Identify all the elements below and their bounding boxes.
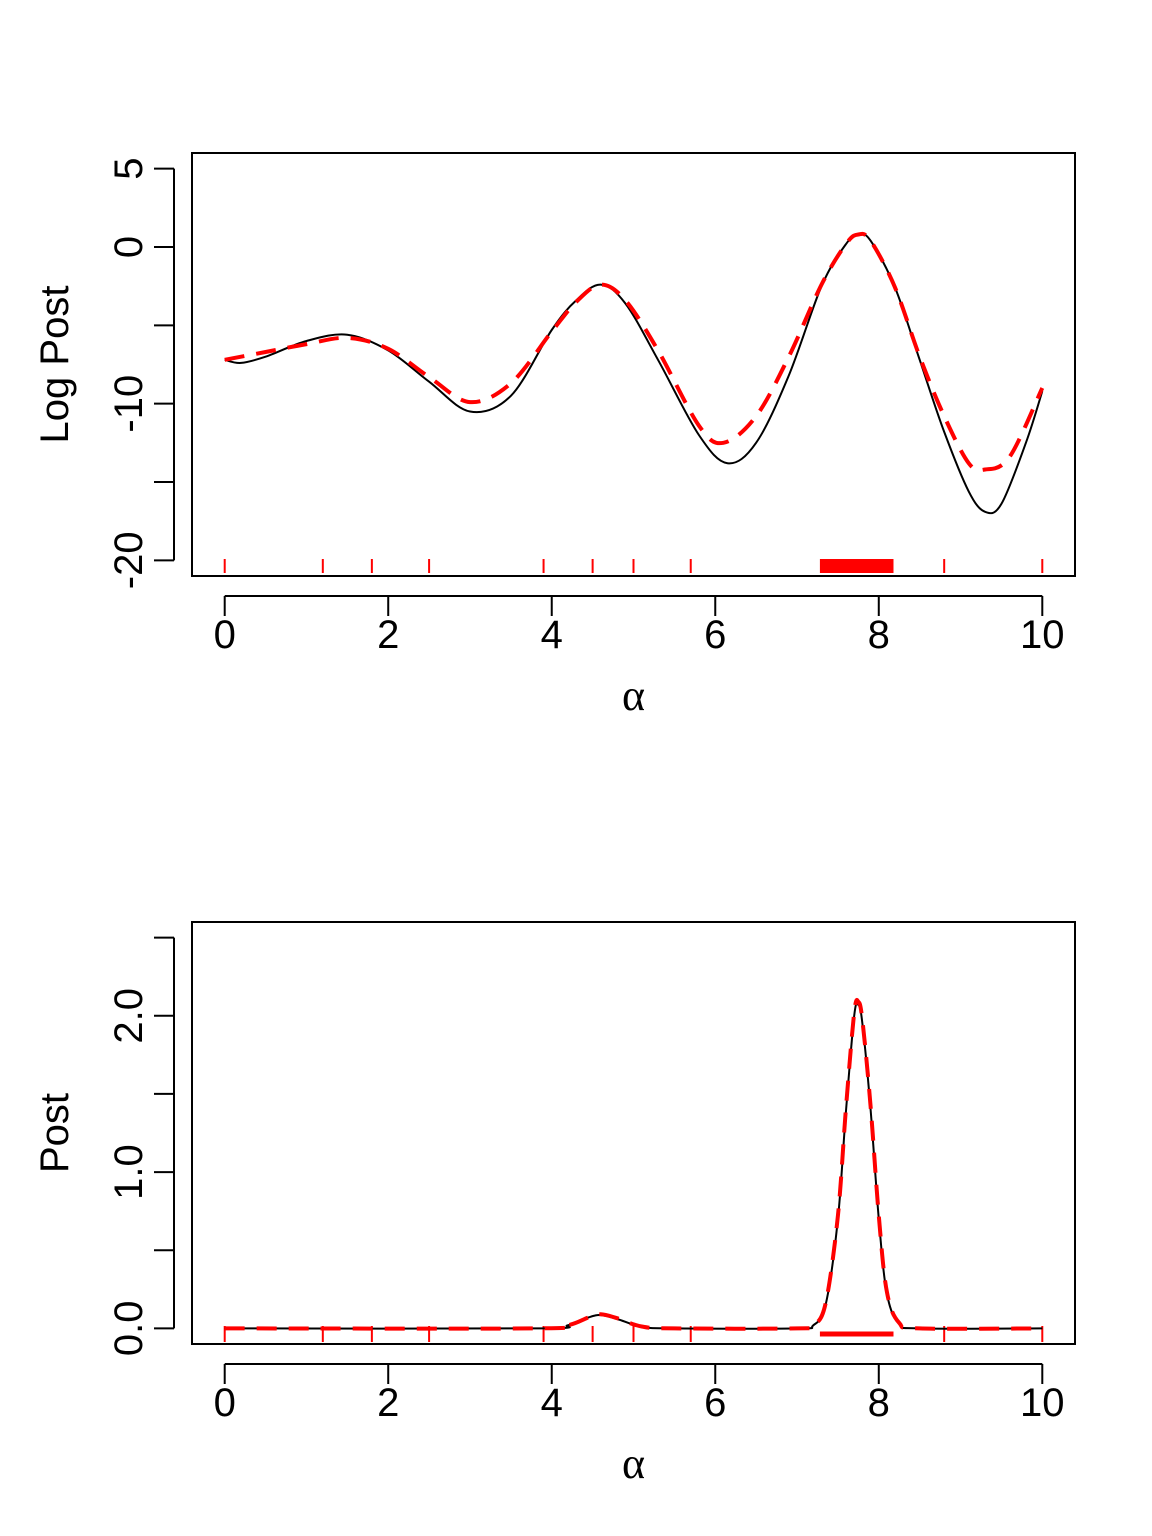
x-tick-label: 0: [214, 1381, 236, 1425]
x-tick-label: 8: [868, 613, 890, 657]
x-tick-label: 6: [704, 613, 726, 657]
x-tick-label: 10: [1020, 613, 1065, 657]
exact-solid-curve: [224, 232, 1044, 515]
y-tick-label: 0: [107, 236, 151, 258]
x-tick-label: 0: [214, 613, 236, 657]
y-tick-label: 5: [107, 158, 151, 180]
x-tick-label: 4: [541, 613, 563, 657]
y-tick-label: 2.0: [107, 988, 151, 1044]
exact-solid-curve: [224, 1002, 1043, 1330]
plot-frame: [191, 152, 1076, 577]
x-tick-label: 8: [868, 1381, 890, 1425]
posterior-panel: 0 2 4 6 8 10 0.0 1.0 2.0 α Post: [33, 921, 1076, 1488]
y-tick-label: 1.0: [107, 1144, 151, 1200]
x-axis-title: α: [622, 1439, 645, 1488]
x-axis-title: α: [622, 671, 645, 720]
log-posterior-panel: 0 2 4 6 8 10 -20 -10 0 5 α Log Post: [33, 152, 1076, 720]
approx-dashed-curve: [224, 231, 1045, 473]
y-axis-title: Post: [33, 1093, 77, 1173]
x-tick-label: 2: [377, 613, 399, 657]
y-axis-title: Log Post: [33, 286, 77, 444]
plot-frame: [191, 921, 1076, 1345]
y-tick-label: -20: [107, 531, 151, 589]
y-tick-label: -10: [107, 375, 151, 433]
approx-dashed-curve: [224, 997, 1043, 1331]
x-tick-label: 4: [541, 1381, 563, 1425]
x-tick-label: 2: [377, 1381, 399, 1425]
x-tick-label: 10: [1020, 1381, 1065, 1425]
x-tick-label: 6: [704, 1381, 726, 1425]
y-tick-label: 0.0: [107, 1301, 151, 1357]
